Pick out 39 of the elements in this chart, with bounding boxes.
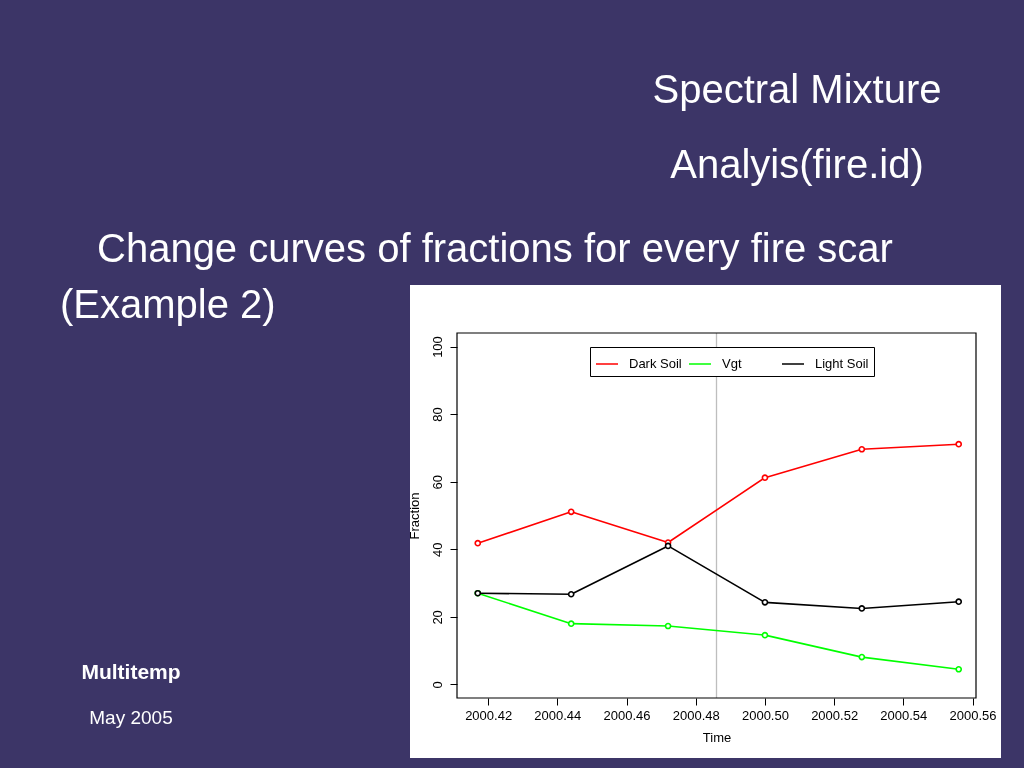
x-tick-label: 2000.46 [603,707,651,723]
point [567,508,575,516]
x-tick-label: 2000.48 [672,707,720,723]
point [955,440,963,448]
point [858,445,866,453]
x-tick-label: 2000.50 [741,707,789,723]
point [664,542,672,550]
y-tick-label: 40 [429,542,445,558]
x-tick-label: 2000.44 [534,707,582,723]
point [955,665,963,673]
point [761,631,769,639]
point [761,474,769,481]
legend-label: Light Soil [815,356,869,371]
point [567,620,575,627]
x-tick-label: 2000.42 [465,707,513,723]
text: (Example 2) [60,282,276,326]
y-tick-label: 100 [429,336,445,358]
text: Multitemp [81,660,181,683]
point [664,622,672,630]
y-tick-label: 0 [429,681,445,689]
y-tick-label: 60 [429,474,445,490]
point [955,598,963,606]
x-tick-label: 2000.52 [811,707,859,723]
x-tick-label: 2000.54 [880,707,928,723]
point [761,599,769,606]
chart-subtitle: Change curves of fractions for every fire scar [97,226,893,270]
x-tick-label: 2000.56 [949,707,997,723]
chart-title: Spectral Mixture Analyis(fire.id) [652,67,942,186]
x-axis-title: Time [702,729,732,745]
y-tick-label: 20 [429,610,445,625]
point [858,653,866,661]
legend-label: Vgt [722,356,742,371]
point [474,539,482,547]
legend-label: Dark Soil [629,356,682,371]
text: May 2005 [89,707,173,728]
y-tick-label: 80 [429,407,445,422]
point [567,590,575,598]
point [858,605,866,612]
y-axis-title: Fraction [406,492,422,540]
